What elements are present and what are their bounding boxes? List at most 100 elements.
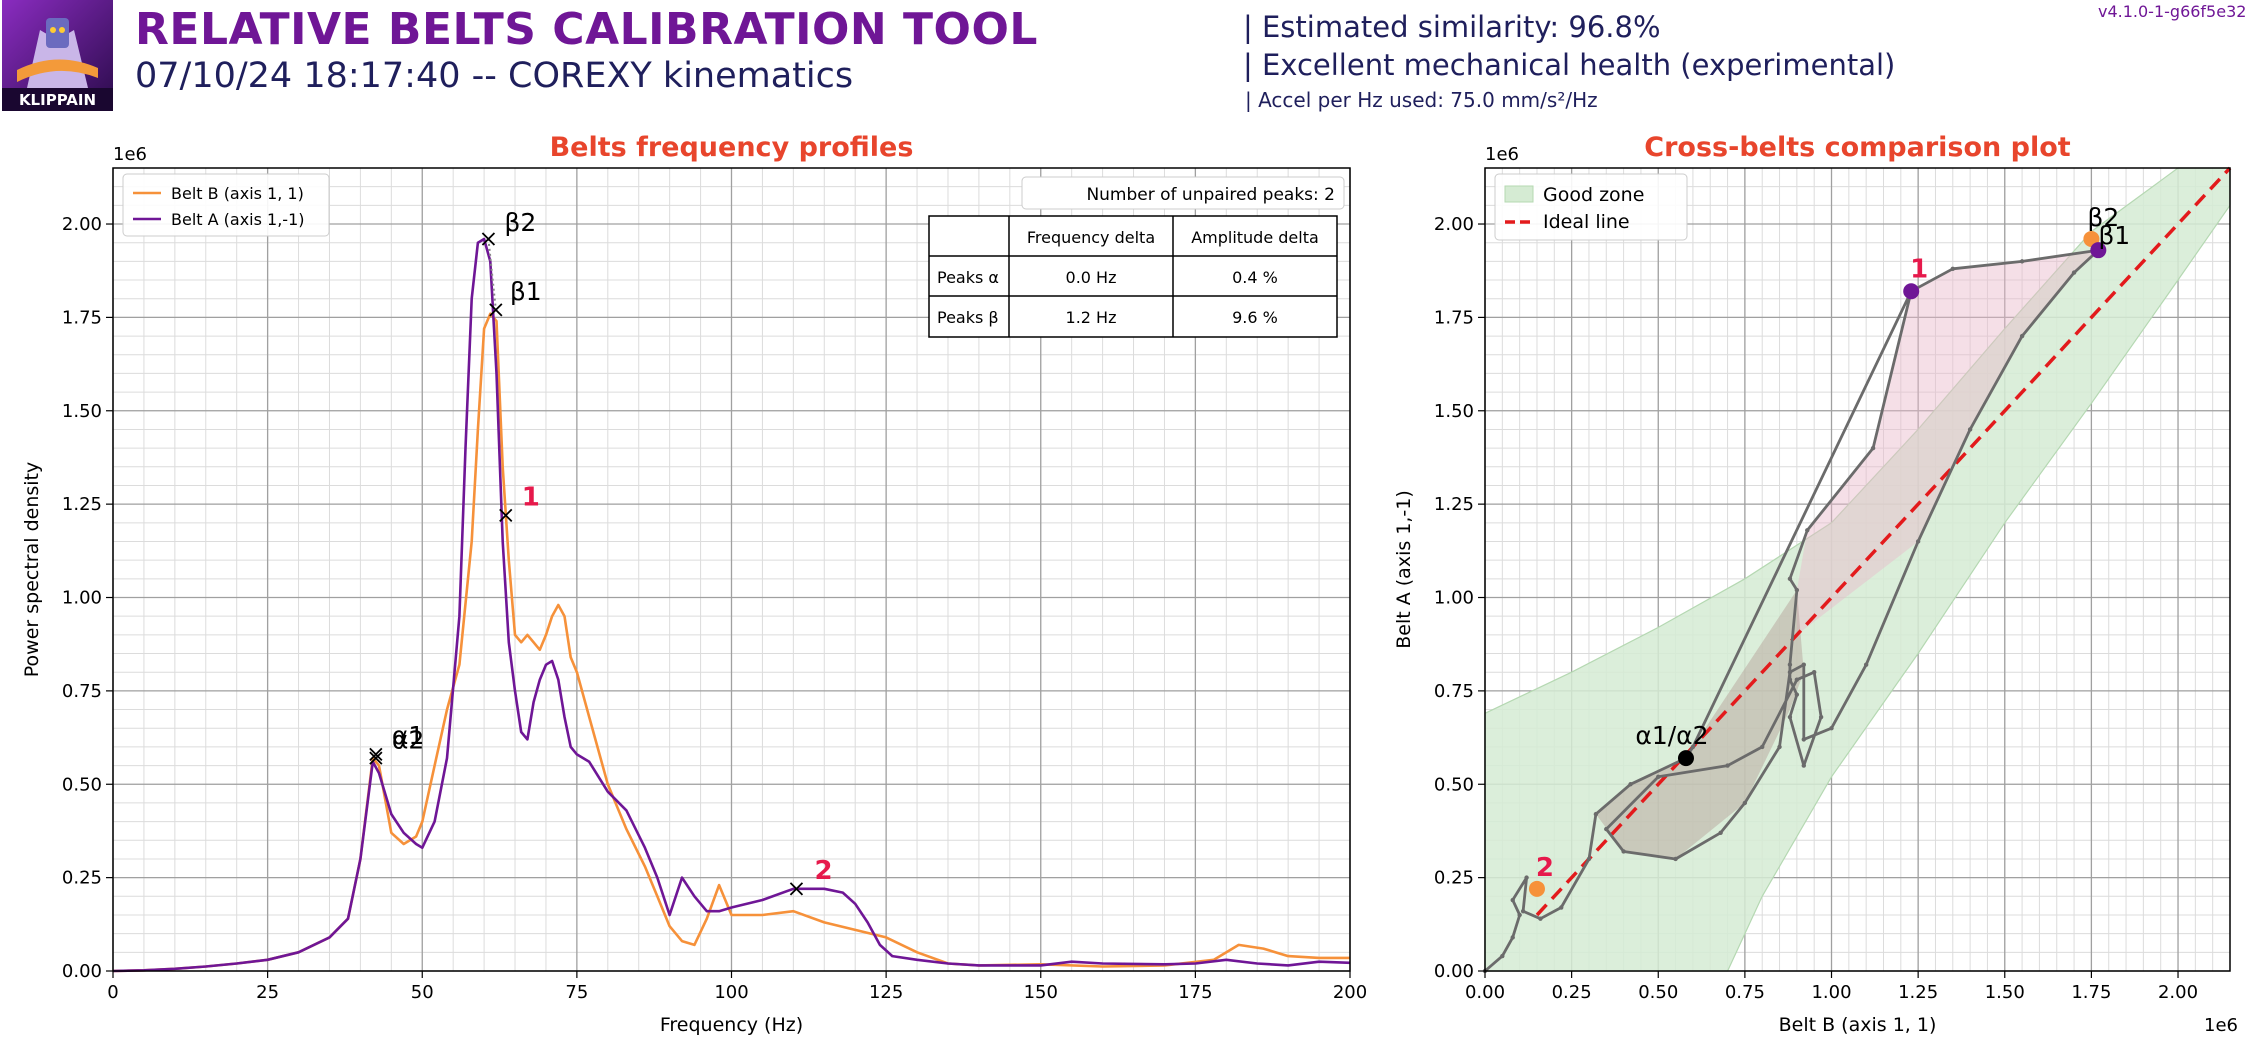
y-tick-label: 1.25: [1434, 494, 1474, 515]
path-point: [1794, 677, 1800, 682]
path-point: [1829, 726, 1834, 731]
point-label: β1: [2098, 221, 2130, 250]
y-tick-label: 0.50: [1434, 774, 1474, 795]
path-point: [2071, 270, 2077, 275]
y-tick-label: 0.00: [62, 961, 102, 982]
path-point: [1520, 909, 1526, 914]
peaks-table: Frequency delta Amplitude delta Peaks α 0.0…: [928, 215, 1338, 338]
x-offset-label: 1e6: [2204, 1015, 2238, 1036]
x-axis-label: Frequency (Hz): [660, 1014, 803, 1036]
y-tick-label: 0.25: [62, 868, 102, 889]
path-point: [1628, 782, 1633, 787]
health-text: | Excellent mechanical health (experimen…: [1243, 48, 1896, 82]
peak-marker: [789, 882, 804, 896]
path-point: [1787, 662, 1793, 667]
x-tick-label: 2.00: [2158, 982, 2198, 1003]
path-point: [1787, 677, 1793, 682]
y-offset-label: 1e6: [113, 144, 147, 165]
path-point: [1690, 744, 1696, 750]
path-point: [1801, 763, 1806, 768]
chart-title: Belts frequency profiles: [550, 132, 914, 163]
y-tick-label: 1.75: [1434, 307, 1474, 328]
klippain-logo: KLIPPAIN: [2, 0, 113, 111]
series-line-0: [112, 312, 1350, 973]
peak-marker: [499, 508, 513, 522]
y-axis-label: Belt A (axis 1,-1): [1393, 490, 1415, 649]
x-tick-label: 25: [256, 982, 279, 1003]
y-offset-label: 1e6: [1485, 144, 1519, 165]
y-tick-label: 2.00: [62, 214, 102, 235]
path-point: [1718, 830, 1723, 836]
peak-delta-line: [487, 238, 497, 311]
plot-frame: [1484, 167, 2231, 972]
y-tick-label: 2.00: [1434, 214, 1474, 235]
table-cell: 0.4 %: [1232, 268, 1278, 287]
peak-label: 1: [522, 482, 540, 512]
table-cell: 9.6 %: [1232, 308, 1278, 327]
point-label: α1/α2: [1635, 721, 1708, 750]
path-fill-brown: [1595, 590, 1804, 859]
path-point: [1510, 935, 1515, 940]
point-label: 2: [1536, 853, 1554, 883]
logo-text: KLIPPAIN: [19, 91, 96, 109]
path-point: [1742, 800, 1748, 806]
path-point: [1811, 670, 1817, 675]
path-point: [1801, 737, 1806, 742]
path-point: [2019, 259, 2025, 264]
path-point: [1950, 266, 1955, 272]
y-tick-label: 0.00: [1434, 961, 1474, 982]
legend-swatch-zone: [1504, 185, 1534, 203]
x-tick-label: 200: [1333, 982, 1367, 1003]
peak-label: 2: [814, 856, 832, 886]
path-point: [1656, 774, 1661, 779]
x-tick-label: 0.00: [1465, 982, 1505, 1003]
point-marker: [1528, 880, 1545, 897]
table-cell: 1.2 Hz: [1066, 308, 1117, 327]
y-tick-label: 1.25: [62, 494, 102, 515]
peak-marker: [489, 303, 503, 317]
table-header: Frequency delta: [1027, 228, 1155, 247]
peak-label: β1: [510, 277, 542, 306]
path-point: [1777, 744, 1782, 750]
path-point: [1517, 912, 1522, 918]
legend-label-zone: Good zone: [1543, 184, 1644, 206]
peak-label: α1: [392, 721, 424, 750]
x-tick-label: 0.75: [1725, 982, 1765, 1003]
x-tick-label: 50: [411, 982, 434, 1003]
path-fill-pink: [1796, 250, 2099, 635]
peak-marker: [369, 751, 383, 765]
x-tick-label: 125: [869, 982, 903, 1003]
y-tick-label: 0.25: [1434, 868, 1474, 889]
unpaired-label: Number of unpaired peaks: 2: [1086, 185, 1335, 205]
y-axis-label: Power spectral density: [21, 462, 43, 677]
x-tick-label: 0.50: [1638, 982, 1678, 1003]
path-point: [1538, 916, 1543, 921]
path-point: [1524, 875, 1529, 880]
path-point: [1915, 539, 1921, 544]
x-axis-label: Belt B (axis 1, 1): [1779, 1014, 1937, 1036]
peak-label: α2: [392, 725, 424, 754]
table-cell: 0.0 Hz: [1066, 268, 1117, 287]
point-marker: [1677, 750, 1694, 767]
legend-box: [122, 173, 330, 237]
path-point: [1870, 445, 1876, 451]
legend-label-ideal: Ideal line: [1543, 211, 1630, 233]
path-point: [1787, 670, 1793, 675]
path-point: [1604, 826, 1609, 832]
point-marker: [2090, 242, 2107, 259]
path-point: [2019, 333, 2025, 339]
legend: Belt B (axis 1, 1) Belt A (axis 1,-1): [122, 173, 330, 237]
page-title: RELATIVE BELTS CALIBRATION TOOL: [135, 4, 1038, 55]
path-point: [1725, 763, 1730, 768]
version-label: v4.1.0-1-g66f5e32: [2098, 2, 2247, 21]
peak-marker: [369, 747, 383, 762]
y-tick-label: 0.75: [62, 681, 102, 702]
legend: Good zone Ideal line: [1494, 173, 1688, 241]
path-point: [1673, 856, 1678, 862]
x-tick-label: 75: [565, 982, 588, 1003]
x-tick-label: 0: [107, 982, 118, 1003]
unpaired-box: [1021, 176, 1345, 210]
x-tick-label: 1.25: [1898, 982, 1938, 1003]
